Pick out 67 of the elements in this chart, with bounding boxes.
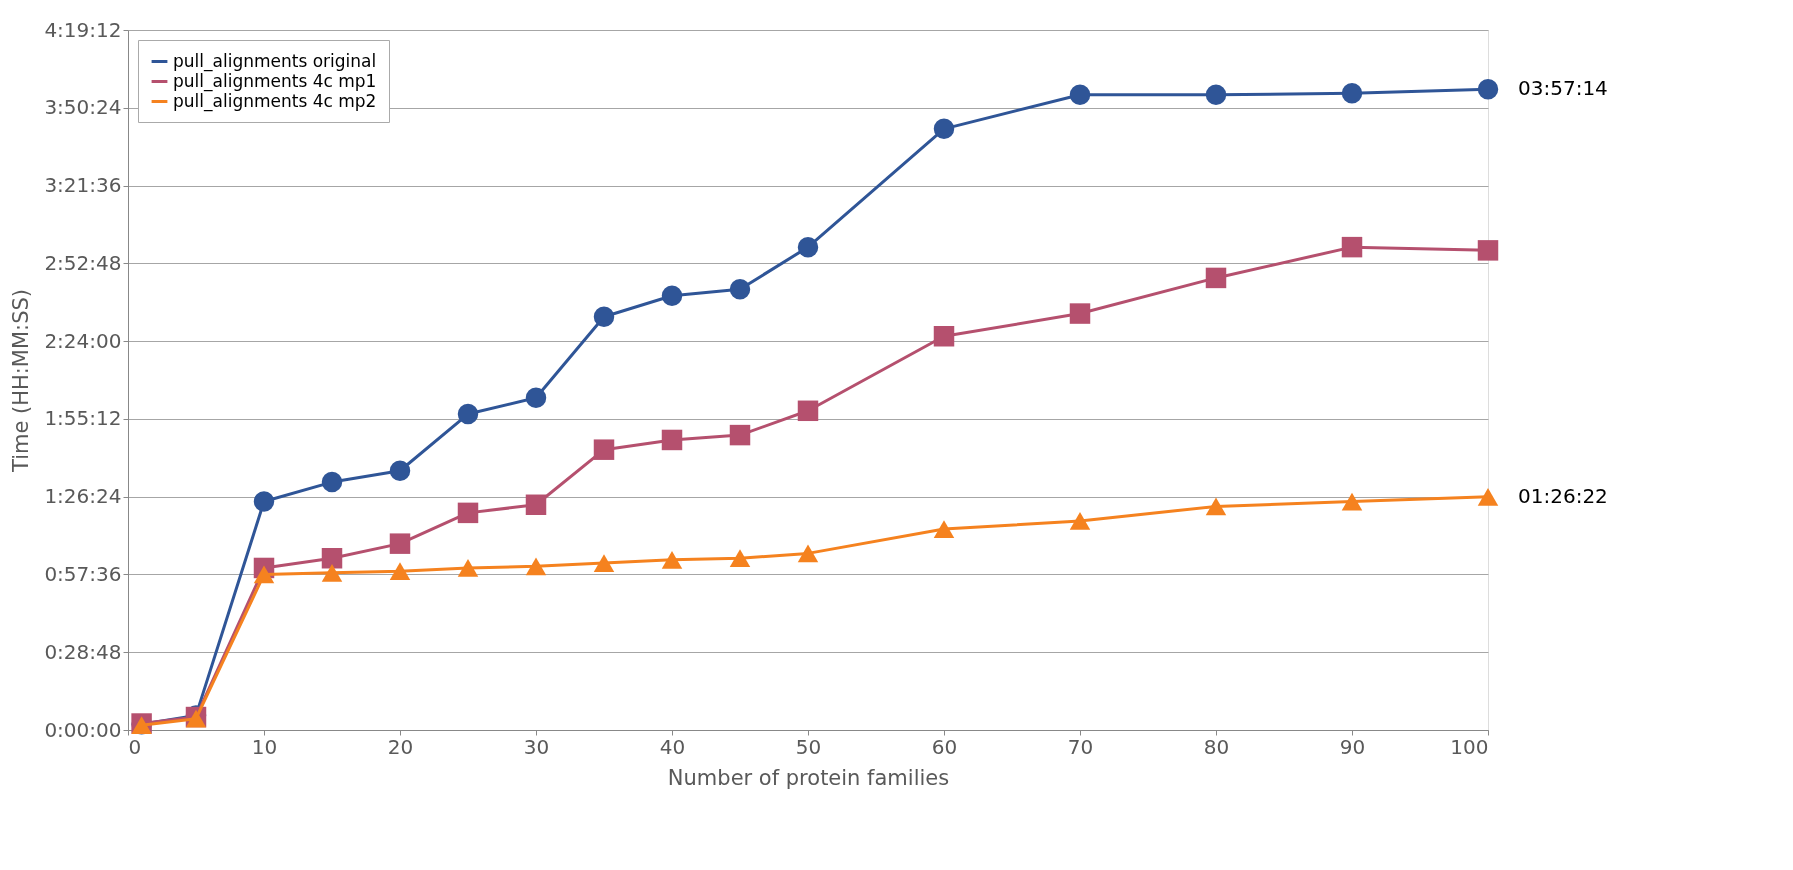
point <box>389 562 411 581</box>
point <box>1477 487 1499 506</box>
point <box>1069 303 1091 324</box>
point <box>933 520 955 538</box>
point <box>457 403 479 425</box>
point <box>1341 492 1363 511</box>
point <box>797 544 819 563</box>
y-axis-title: Time (HH:MM:SS) <box>9 288 34 474</box>
y-tick-label: 1:55:12 <box>44 406 122 431</box>
point <box>457 502 479 524</box>
point <box>1477 240 1499 261</box>
point <box>593 306 615 328</box>
point <box>457 559 479 577</box>
x-tick-label: 90 <box>1339 734 1366 759</box>
point <box>1341 82 1363 104</box>
y-tick-label: 2:52:48 <box>44 250 122 275</box>
x-tick-label: 0 <box>128 734 142 759</box>
point <box>593 554 615 572</box>
point <box>1069 512 1091 530</box>
y-tick-label: 1:26:24 <box>44 484 122 509</box>
y-tick-label: 3:21:36 <box>44 173 122 198</box>
x-tick-label: 70 <box>1067 734 1094 759</box>
y-tick-label: 4:19:12 <box>44 17 122 42</box>
point <box>253 491 275 512</box>
x-axis-title: Number of protein families <box>667 765 950 790</box>
x-tick-label: 40 <box>659 734 686 759</box>
point <box>1205 84 1227 106</box>
x-tick-label: 30 <box>523 734 550 759</box>
point <box>933 326 955 347</box>
point <box>593 439 615 460</box>
point <box>729 279 751 300</box>
point <box>797 400 819 422</box>
point <box>525 494 547 516</box>
point <box>1069 84 1091 106</box>
point <box>1205 497 1227 516</box>
point <box>253 565 275 584</box>
x-tick-label: 80 <box>1203 734 1230 759</box>
point <box>321 563 343 582</box>
x-tick-label: 20 <box>387 734 414 759</box>
y-tick-label: 0:28:48 <box>44 639 122 664</box>
point <box>321 547 343 569</box>
point <box>661 429 683 451</box>
point <box>525 557 547 576</box>
y-tick-label: 2:24:00 <box>44 328 122 353</box>
point <box>797 236 819 258</box>
x-tick-label: 100 <box>1450 734 1489 759</box>
y-tick-label: 3:50:24 <box>44 95 122 120</box>
x-tick-label: 50 <box>795 734 822 759</box>
point <box>661 550 683 569</box>
point <box>389 460 411 481</box>
annotation: 01:26:22 <box>1518 483 1608 508</box>
point <box>661 285 683 306</box>
point <box>321 471 343 493</box>
point <box>389 533 411 554</box>
point <box>1205 267 1227 289</box>
y-tick-label: 0:57:36 <box>44 561 122 586</box>
point <box>933 118 955 140</box>
annotation: 03:57:14 <box>1518 76 1608 101</box>
point <box>1341 236 1363 258</box>
legend-label: pull_alignments original <box>173 50 377 72</box>
x-tick-label: 10 <box>251 734 278 759</box>
point <box>729 424 751 446</box>
point <box>729 549 751 568</box>
point <box>525 387 547 409</box>
x-tick-label: 60 <box>931 734 958 759</box>
point <box>1477 79 1499 100</box>
y-tick-label: 0:00:00 <box>44 717 122 742</box>
